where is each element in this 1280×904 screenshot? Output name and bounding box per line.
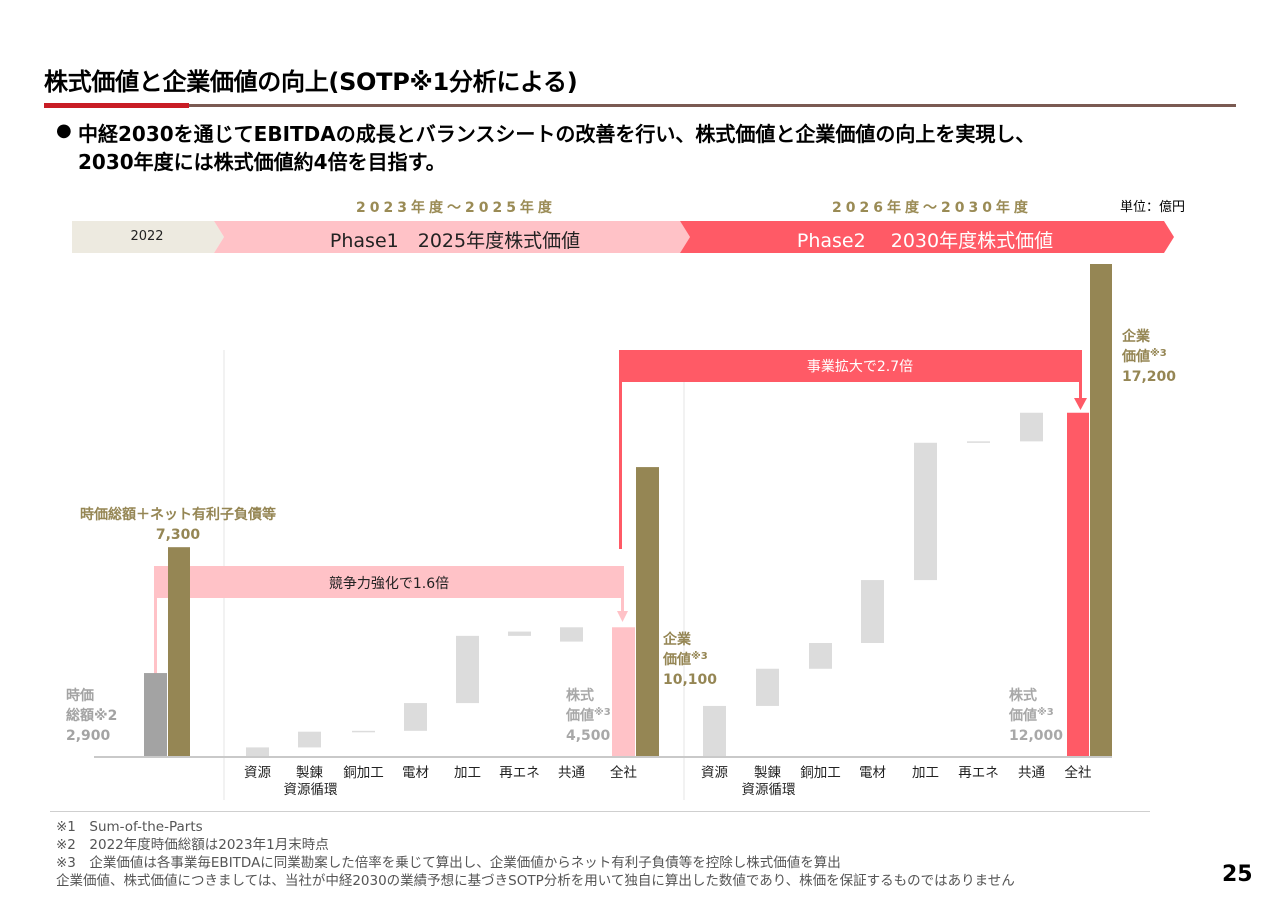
footnote-2: ※2 2022年度時価総額は2023年1月末時点: [56, 837, 329, 853]
tick-label-p1-kakou: 加工: [454, 765, 481, 781]
value-label-ev-2030-0: 企業: [1121, 328, 1151, 345]
summary-line-2: 2030年度には株式価値約4倍を目指す。: [78, 150, 446, 174]
footnote-1: ※1 Sum-of-the-Parts: [56, 819, 203, 835]
bar-p2-denzai: [861, 580, 884, 644]
value-label-equity-2030-1: 価値※3: [1008, 706, 1054, 724]
value-label-market-cap-2022-1: 総額※2: [66, 707, 117, 724]
growth-phase2-arrowhead: [1074, 398, 1087, 410]
phase1-arrow: [214, 221, 690, 253]
value-label-equity-2030-2: 12,000: [1009, 728, 1063, 744]
tick-label-sub-p2-seiren: 資源循環: [742, 782, 796, 798]
value-label-ev-2025-0: 企業: [662, 631, 692, 648]
tick-label-equity-2025: 全社: [610, 764, 637, 781]
title-divider-accent: [44, 103, 189, 108]
bar-p2-saiene: [967, 441, 990, 443]
bar-p1-doukakou: [352, 730, 375, 733]
value-label-equity-2030-0: 株式: [1009, 687, 1037, 704]
tick-label-p2-kyoutsuu: 共通: [1018, 765, 1046, 781]
bar-p2-kakou: [914, 442, 937, 581]
period2-label: 2026年度～2030年度: [832, 200, 1032, 216]
value-label-market-cap-2022-0: 時価: [66, 687, 94, 704]
tick-label-p2-seiren: 製錬: [754, 765, 782, 781]
phase2-label: Phase2 2030年度株式価値: [796, 230, 1054, 252]
phase0-arrow: [72, 221, 224, 253]
tick-label-p1-shigen: 資源: [244, 765, 271, 781]
tick-label-sub-p1-seiren: 資源循環: [284, 782, 338, 798]
tick-label-p2-doukakou: 銅加工: [800, 765, 841, 781]
period1-label: 2023年度～2025年度: [356, 200, 556, 216]
growth-phase2-right-leg: [1079, 350, 1082, 398]
bar-p1-saiene: [508, 631, 531, 636]
value-label-ev-2025-1: 価値※3: [662, 650, 708, 668]
bar-p1-shigen: [246, 747, 269, 756]
value-label-equity-2025-2: 4,500: [566, 728, 611, 744]
bar-p2-kyoutsuu: [1020, 412, 1043, 442]
tick-label-p2-shigen: 資源: [701, 765, 729, 781]
footnote-4: 企業価値、株式価値につきましては、当社が中経2030の業績予想に基づきSOTP分…: [56, 873, 1015, 889]
growth-phase1-left-leg: [154, 566, 157, 674]
bar-p2-seiren: [756, 668, 779, 706]
growth-phase2-label: 事業拡大で2.7倍: [807, 359, 913, 375]
tick-label-p1-seiren: 製錬: [296, 765, 323, 781]
tick-label-equity-2030: 全社: [1065, 764, 1092, 781]
growth-phase1-right-leg: [621, 566, 624, 611]
unit-label: 単位：億円: [1120, 200, 1186, 215]
bar-p1-seiren: [298, 731, 321, 748]
growth-phase1-arrowhead: [617, 611, 628, 622]
bar-ev-2022: [168, 547, 190, 756]
bar-p2-doukakou: [809, 643, 832, 669]
tick-label-p2-saiene: 再エネ: [958, 765, 999, 781]
bar-ev-2030: [1090, 264, 1112, 756]
growth-phase1-band: [154, 566, 624, 598]
value-label-ev-2025-2: 10,100: [663, 672, 717, 688]
bar-equity-2030: [1067, 412, 1089, 756]
bar-ev-2025: [636, 467, 659, 756]
value-label-ev-2022-1: 7,300: [156, 527, 201, 543]
tick-label-p1-kyoutsuu: 共通: [558, 765, 586, 781]
value-label-ev-2030-1: 価値※3: [1121, 347, 1167, 365]
phase0-label: 2022: [130, 229, 164, 244]
growth-phase1-label: 競争力強化で1.6倍: [329, 576, 449, 592]
value-label-equity-2025-1: 価値※3: [565, 706, 611, 724]
summary-line-1: 中経2030を通じてEBITDAの成長とバランスシートの改善を行い、株式価値と企…: [78, 122, 1036, 146]
page-number: 25: [1222, 862, 1253, 887]
growth-phase2-left-leg: [619, 350, 622, 549]
title-divider: [44, 104, 1236, 107]
value-label-equity-2025-0: 株式: [566, 687, 594, 704]
tick-label-p2-denzai: 電材: [859, 765, 886, 781]
bar-p2-shigen: [703, 705, 726, 756]
footer-divider: [50, 811, 1150, 812]
phase1-label: Phase1 2025年度株式価値: [329, 230, 581, 252]
bar-market-cap-2022: [144, 673, 167, 756]
value-label-market-cap-2022-2: 2,900: [66, 728, 111, 744]
bar-equity-2025: [612, 627, 635, 756]
value-label-ev-2022-0: 時価総額＋ネット有利子負債等: [80, 506, 276, 523]
tick-label-p2-kakou: 加工: [912, 765, 939, 781]
tick-label-p1-denzai: 電材: [402, 765, 429, 781]
bar-p1-kakou: [456, 635, 479, 704]
value-label-ev-2030-2: 17,200: [1122, 369, 1176, 385]
footnote-3: ※3 企業価値は各事業毎EBITDAに同業勘案した倍率を乗じて算出し、企業価値か…: [56, 855, 841, 871]
tick-label-p1-saiene: 再エネ: [499, 765, 540, 781]
phase2-arrow: [680, 221, 1174, 253]
bar-p1-denzai: [404, 703, 427, 731]
growth-phase2-band: [619, 350, 1082, 382]
page-title: 株式価値と企業価値の向上(SOTP※1分析による): [44, 68, 578, 96]
tick-label-p1-doukakou: 銅加工: [343, 765, 384, 781]
bar-p1-kyoutsuu: [560, 627, 583, 642]
bullet-icon: ●: [56, 120, 72, 141]
